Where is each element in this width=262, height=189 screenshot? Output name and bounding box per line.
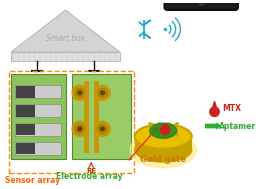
Circle shape xyxy=(78,127,82,131)
FancyBboxPatch shape xyxy=(16,143,35,154)
Circle shape xyxy=(198,0,204,5)
FancyBboxPatch shape xyxy=(15,85,61,98)
FancyBboxPatch shape xyxy=(16,124,35,136)
FancyBboxPatch shape xyxy=(16,86,35,98)
Circle shape xyxy=(95,85,110,100)
FancyArrow shape xyxy=(205,122,221,130)
FancyBboxPatch shape xyxy=(12,74,67,159)
Circle shape xyxy=(98,124,107,134)
Circle shape xyxy=(75,124,84,134)
FancyBboxPatch shape xyxy=(12,52,119,61)
FancyBboxPatch shape xyxy=(72,74,131,159)
FancyBboxPatch shape xyxy=(16,105,35,116)
Circle shape xyxy=(72,121,87,136)
Circle shape xyxy=(95,121,110,136)
Circle shape xyxy=(101,91,105,95)
Circle shape xyxy=(72,85,87,100)
Polygon shape xyxy=(213,101,216,108)
FancyBboxPatch shape xyxy=(15,142,61,155)
FancyBboxPatch shape xyxy=(15,104,61,117)
FancyBboxPatch shape xyxy=(164,0,238,10)
Text: Gold gate: Gold gate xyxy=(140,155,186,164)
Circle shape xyxy=(160,125,170,135)
Circle shape xyxy=(101,127,105,131)
Ellipse shape xyxy=(130,132,196,168)
Ellipse shape xyxy=(135,124,192,149)
Polygon shape xyxy=(12,10,119,52)
Text: MTX: MTX xyxy=(222,104,241,113)
Circle shape xyxy=(78,91,82,95)
Polygon shape xyxy=(210,107,219,116)
Ellipse shape xyxy=(150,123,177,138)
FancyBboxPatch shape xyxy=(135,136,192,150)
FancyBboxPatch shape xyxy=(15,123,61,136)
Ellipse shape xyxy=(135,137,192,162)
Circle shape xyxy=(75,88,84,98)
Text: Electrode array: Electrode array xyxy=(56,172,123,180)
Text: Smart box: Smart box xyxy=(46,34,85,43)
Text: Sensor array: Sensor array xyxy=(5,176,60,185)
Text: Aptamer: Aptamer xyxy=(219,122,256,130)
Text: RE: RE xyxy=(86,168,96,174)
Circle shape xyxy=(98,88,107,98)
